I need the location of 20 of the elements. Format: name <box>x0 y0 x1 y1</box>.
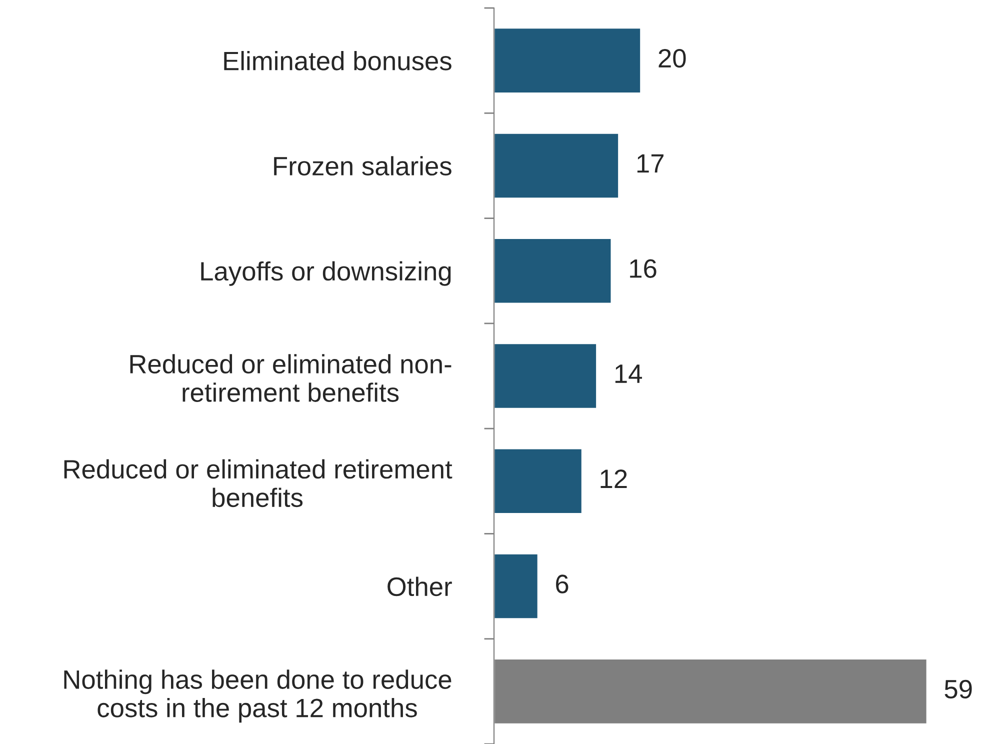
y-tick-label: Reduced or eliminated retirement benefits <box>64 459 452 508</box>
data-label: 12 <box>600 470 627 488</box>
data-label: 17 <box>637 154 664 173</box>
data-label: 16 <box>630 259 656 278</box>
bar <box>494 448 583 514</box>
y-tick-label: Other <box>388 576 452 596</box>
y-tick-label: Frozen salaries <box>274 156 452 176</box>
y-tick-label: Reduced or eliminated non- retirement benefits <box>130 354 452 402</box>
y-tick-label: Eliminated bonuses <box>224 51 452 70</box>
bar <box>494 552 539 620</box>
bar <box>494 342 598 410</box>
bar <box>494 132 620 200</box>
y-tick-label: Layoffs or downsizing <box>201 261 451 286</box>
bar <box>494 238 612 304</box>
data-label: 14 <box>615 364 642 383</box>
bar <box>494 27 642 94</box>
y-tick-label: Nothing has been done to reduce costs in the past 12 months <box>64 670 452 723</box>
data-label: 6 <box>556 574 568 594</box>
data-label: 20 <box>658 48 686 68</box>
data-label: 59 <box>944 680 972 699</box>
